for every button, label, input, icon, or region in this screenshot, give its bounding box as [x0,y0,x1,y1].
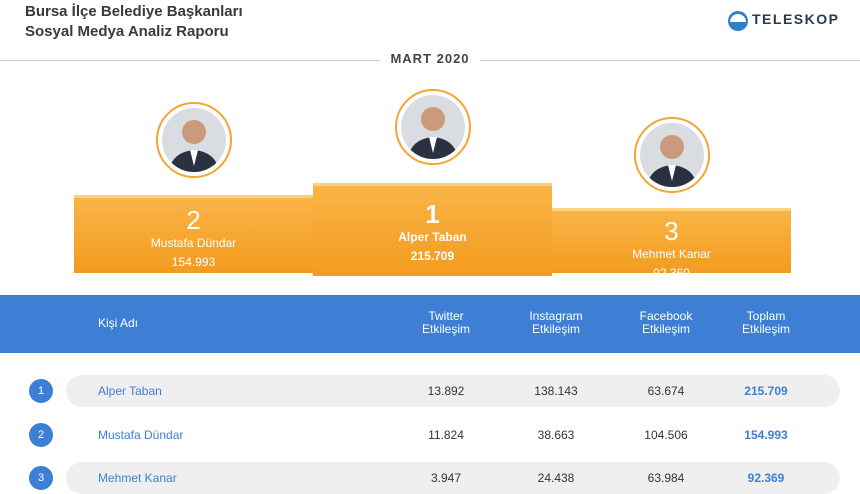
portrait [155,102,232,178]
total-value: 215.709 [744,384,788,398]
rank-badge: 2 [29,423,53,447]
podium-name: Mustafa Dündar [150,236,237,250]
total-value: 154.993 [744,428,788,442]
podium-total: 154.993 [171,255,216,269]
podium-rank: 3 [664,216,679,246]
table-header [0,295,860,353]
podium-name: Alper Taban [398,230,467,244]
podium-total: 215.709 [410,249,455,263]
logo-icon [728,11,748,31]
cell-value: 24.438 [537,471,575,485]
title: Sosyal Medya Analiz Raporu [25,23,229,40]
cell-value: 11.824 [428,428,464,442]
logo: TELESKOP [752,11,840,27]
title: Bursa İlçe Belediye Başkanları [25,3,243,20]
person-name: Mehmet Kanar [98,471,177,485]
cell-value: 38.663 [537,428,575,442]
person-name: Alper Taban [98,384,162,398]
cell-value: 104.506 [644,428,688,442]
cell-value: 63.984 [647,471,685,485]
rank-badge: 3 [29,466,53,490]
column-header: Instagram Etkileşim [529,309,583,336]
podium-rank: 2 [186,205,201,235]
podium-total: 92.369 [653,266,690,280]
total-value: 92.369 [747,471,785,485]
podium-rank: 1 [425,199,440,229]
period: MART 2020 [380,51,480,66]
podium-block: 1 Alper Taban 215.709 [313,183,552,276]
cell-value: 13.892 [427,384,465,398]
row-background [66,375,840,407]
cell-value: 63.674 [647,384,685,398]
column-header: Kişi Adı [98,316,139,330]
portrait [633,117,710,193]
portrait [394,89,471,165]
column-header: Twitter Etkileşim [421,309,470,336]
cell-value: 3.947 [430,471,462,485]
person-name: Mustafa Dündar [98,428,184,442]
podium-block: 3 Mehmet Kanar 92.369 [552,208,791,280]
rank-badge: 1 [29,379,53,403]
body: Bursa İlçe Belediye Başkanları Sosyal Me… [0,3,860,494]
column-header: Facebook Etkileşim [639,309,693,336]
cell-value: 138.143 [534,384,578,398]
podium-name: Mehmet Kanar [632,247,711,261]
podium-block: 2 Mustafa Dündar 154.993 [74,195,313,273]
column-header: Toplam Etkileşim [741,309,790,336]
page: Sosyal Medya Analiz Raporu {"header": {"… [0,3,860,494]
